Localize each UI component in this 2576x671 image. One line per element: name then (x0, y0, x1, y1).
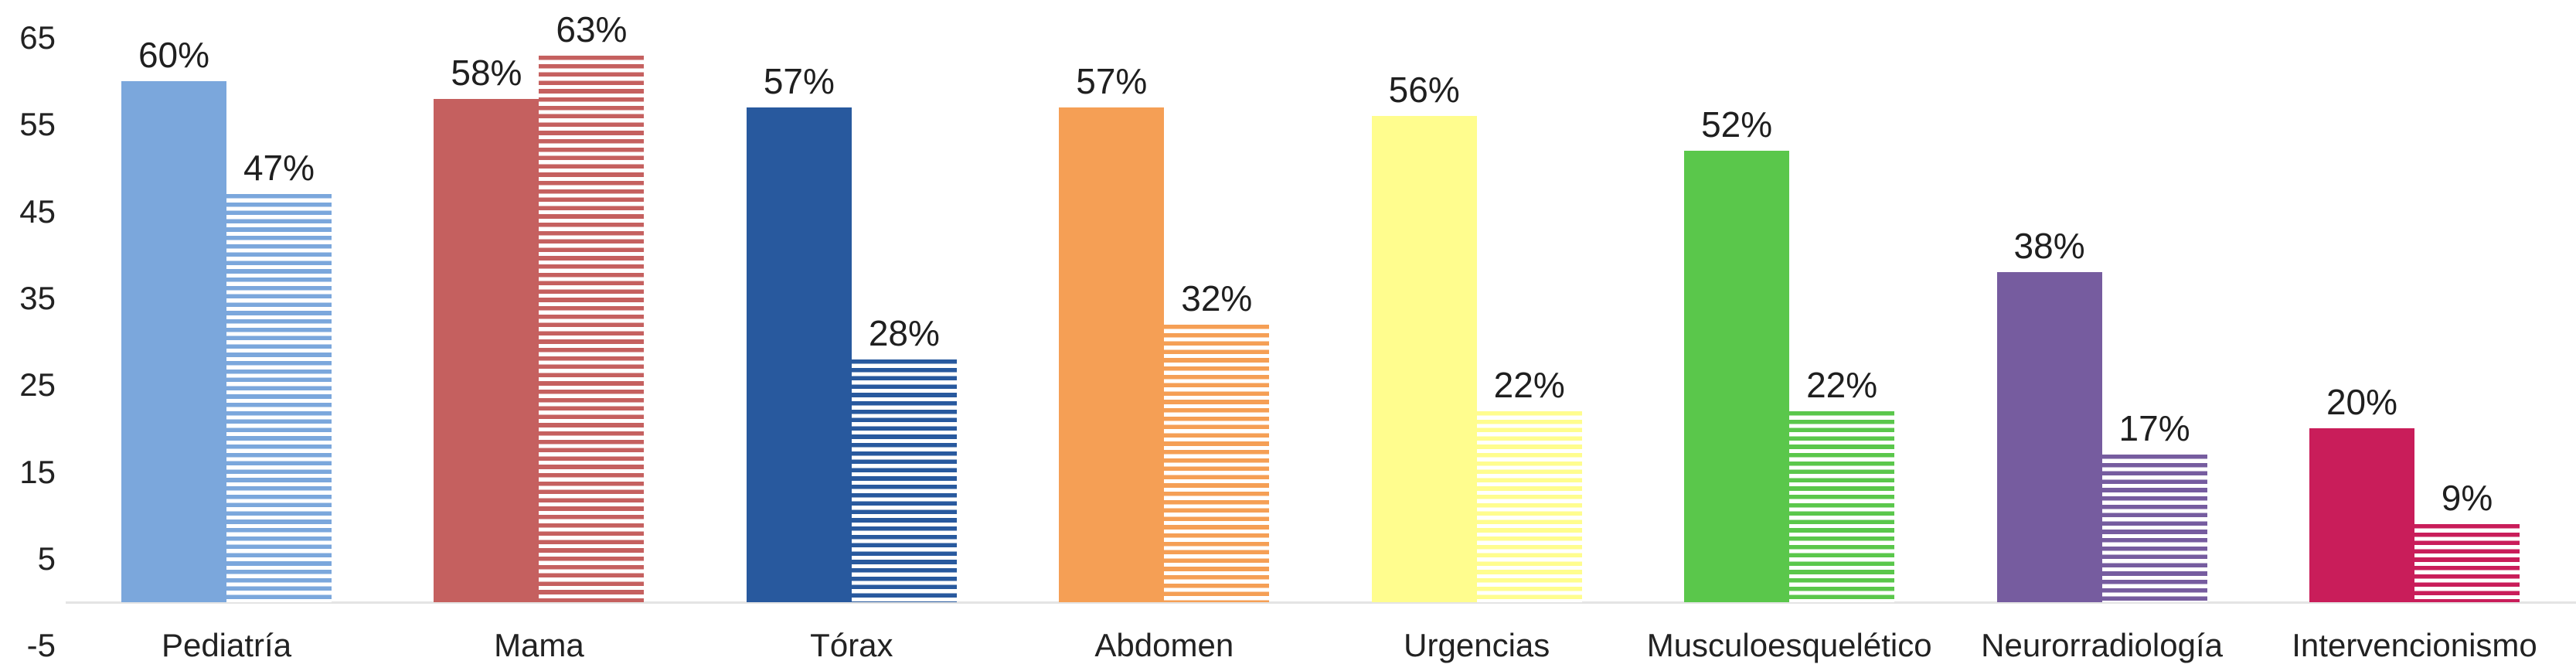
y-axis-tick-label: 45 (19, 192, 56, 230)
data-label: 32% (1181, 278, 1253, 318)
data-label: 17% (2118, 408, 2190, 448)
bar-striped (1164, 325, 1270, 602)
x-axis-category-label: Mama (494, 627, 584, 663)
data-label: 22% (1806, 365, 1878, 405)
bar-solid (2309, 428, 2414, 602)
data-label: 63% (556, 9, 628, 49)
y-axis-tick-label: 15 (19, 453, 56, 490)
y-axis-tick-label: -5 (26, 627, 56, 664)
bar-solid (746, 107, 852, 602)
data-label: 52% (1701, 104, 1773, 145)
bar-striped (1476, 411, 1582, 602)
y-axis-tick-label: 5 (37, 540, 56, 577)
data-label: 58% (451, 53, 522, 93)
data-label: 47% (243, 148, 315, 188)
bar-striped (1789, 411, 1895, 602)
y-axis-tick-label: 55 (19, 106, 56, 143)
data-label: 57% (763, 61, 835, 101)
x-axis-category-label: Urgencias (1404, 627, 1550, 663)
bar-striped (539, 56, 645, 602)
bar-striped (226, 194, 332, 602)
data-label: 9% (2441, 478, 2493, 518)
x-axis-category-label: Tórax (810, 627, 893, 663)
x-axis-category-label: Pediatría (161, 627, 292, 663)
x-axis-category-label: Intervencionismo (2292, 627, 2537, 663)
bar-solid (1996, 272, 2102, 602)
data-label: 28% (868, 313, 940, 353)
bar-solid (1059, 107, 1165, 602)
y-axis-tick-label: 25 (19, 366, 56, 404)
x-axis-line (66, 601, 2576, 604)
y-axis-tick-label: 65 (19, 19, 56, 56)
x-axis-category-label: Neurorradiología (1981, 627, 2224, 663)
x-axis-category-label: Musculoesquelético (1646, 627, 1932, 663)
bar-solid (1371, 116, 1477, 602)
bar-solid (121, 81, 226, 602)
data-label: 22% (1493, 365, 1565, 405)
bar-solid (434, 99, 539, 602)
y-axis-tick-label: 35 (19, 279, 56, 316)
x-axis-category-label: Abdomen (1094, 627, 1234, 663)
data-label: 20% (2326, 382, 2398, 422)
data-label: 57% (1076, 61, 1148, 101)
bar-striped (851, 359, 957, 602)
bar-striped (2101, 455, 2207, 602)
data-label: 38% (2013, 226, 2085, 266)
data-label: 60% (138, 35, 210, 75)
bar-striped (2414, 524, 2520, 602)
data-label: 56% (1388, 70, 1460, 110)
bar-solid (1684, 151, 1790, 602)
